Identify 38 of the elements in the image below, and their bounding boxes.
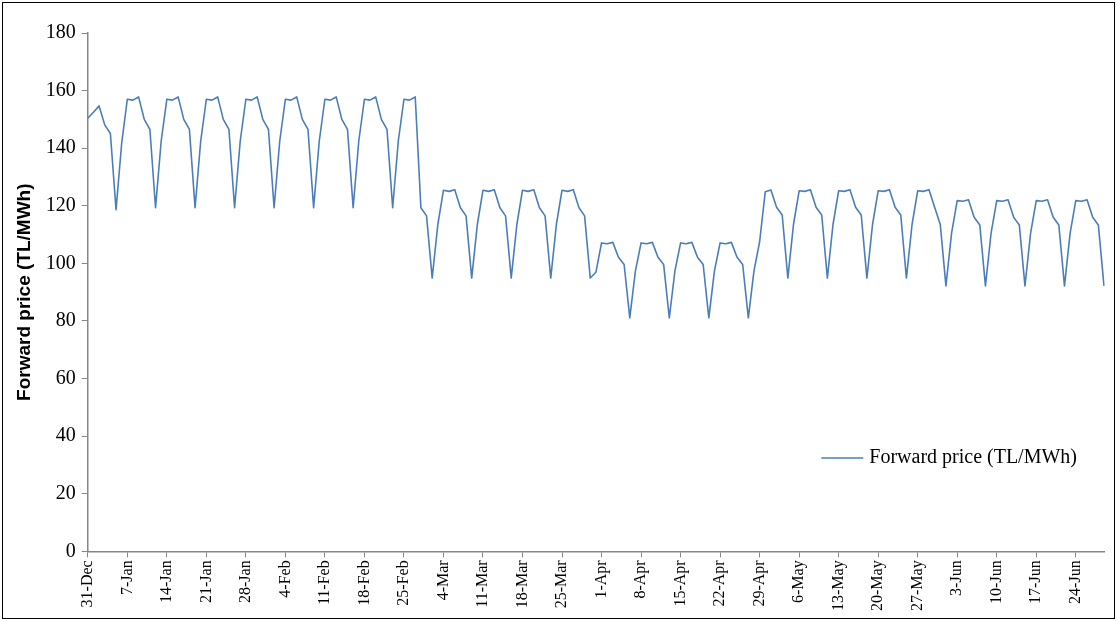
x-tick-label: 11-Feb (315, 560, 333, 606)
y-tick-label: 40 (55, 423, 76, 446)
y-tick-label: 160 (45, 77, 76, 100)
y-tick-label: 100 (45, 250, 76, 273)
x-tick-label: 1-Apr (591, 559, 610, 599)
x-tick-label: 27-May (907, 560, 926, 611)
x-tick-label: 21-Jan (196, 560, 214, 603)
x-tick-label: 11-Mar (473, 559, 491, 608)
x-tick-label: 17-Jun (1026, 560, 1044, 604)
x-tick-label: 15-Apr (670, 559, 689, 607)
x-tick-label: 22-Apr (710, 559, 729, 607)
x-tick-label: 3-Jun (947, 560, 965, 596)
x-tick-label: 29-Apr (749, 559, 768, 607)
x-tick-label: 8-Apr (631, 559, 650, 599)
x-tick-label: 7-Jan (117, 560, 135, 595)
x-tick-label: 4-Mar (433, 559, 451, 601)
x-tick-label: 25-Mar (552, 559, 570, 609)
x-tick-label: 10-Jun (986, 560, 1004, 604)
x-tick-label: 25-Feb (394, 560, 412, 606)
x-tick-label: 20-May (868, 560, 887, 611)
y-tick-label: 0 (65, 538, 76, 561)
x-tick-label: 31-Dec (78, 560, 95, 608)
y-tick-label: 140 (45, 135, 76, 158)
y-tick-label: 180 (45, 20, 76, 43)
x-tick-label: 24-Jun (1065, 560, 1083, 604)
x-tick-label: 18-Mar (512, 559, 530, 609)
y-axis-title: Forward price (TL/MWh) (12, 183, 34, 401)
x-tick-label: 4-Feb (275, 560, 293, 598)
legend-label: Forward price (TL/MWh) (869, 445, 1078, 469)
y-tick-label: 60 (55, 365, 76, 388)
x-tick-label: 13-May (828, 560, 847, 611)
x-tick-label: 14-Jan (157, 560, 175, 603)
x-tick-label: 28-Jan (236, 560, 254, 603)
y-tick-label: 120 (45, 193, 76, 216)
x-tick-label: 6-May (789, 560, 808, 603)
y-tick-label: 20 (55, 481, 76, 503)
y-tick-label: 80 (55, 308, 76, 331)
x-tick-label: 18-Feb (354, 560, 372, 606)
